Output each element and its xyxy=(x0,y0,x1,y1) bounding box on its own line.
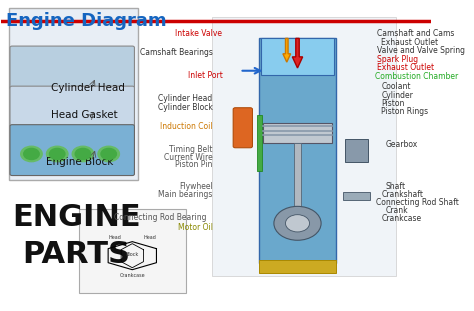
FancyBboxPatch shape xyxy=(10,46,135,89)
Bar xyxy=(257,115,262,171)
Text: Exhaust Outlet: Exhaust Outlet xyxy=(377,63,434,72)
Text: Connecting Rod Shaft: Connecting Rod Shaft xyxy=(375,198,458,207)
Text: Crankcase: Crankcase xyxy=(381,214,421,223)
Text: Shaft: Shaft xyxy=(385,182,406,191)
Circle shape xyxy=(274,207,321,240)
Text: Valve and Valve Spring: Valve and Valve Spring xyxy=(377,46,465,55)
Text: Camshaft Bearings: Camshaft Bearings xyxy=(140,48,212,57)
Text: Intake Valve: Intake Valve xyxy=(175,29,222,38)
Text: Cylinder Block: Cylinder Block xyxy=(158,103,212,112)
FancyBboxPatch shape xyxy=(10,86,135,126)
FancyBboxPatch shape xyxy=(10,125,135,175)
Circle shape xyxy=(285,215,310,232)
FancyBboxPatch shape xyxy=(212,17,396,276)
Bar xyxy=(294,143,301,217)
Text: Head: Head xyxy=(109,235,121,240)
Text: Flywheel: Flywheel xyxy=(179,182,212,191)
Bar xyxy=(343,193,371,200)
Bar xyxy=(261,38,334,75)
Circle shape xyxy=(21,146,42,162)
FancyArrow shape xyxy=(292,38,303,68)
Text: Timing Belt: Timing Belt xyxy=(169,145,212,154)
Circle shape xyxy=(72,146,94,162)
Text: Combustion Chamber: Combustion Chamber xyxy=(375,72,458,81)
Text: Inlet Port: Inlet Port xyxy=(188,71,222,80)
Circle shape xyxy=(75,148,91,160)
Text: Spark Plug: Spark Plug xyxy=(377,55,418,64)
Bar xyxy=(259,260,336,273)
Circle shape xyxy=(46,146,68,162)
FancyBboxPatch shape xyxy=(233,108,253,148)
Text: Block: Block xyxy=(126,252,139,257)
Text: ENGINE: ENGINE xyxy=(12,203,141,232)
Text: Induction Coil: Induction Coil xyxy=(160,122,212,131)
Text: Piston Pin: Piston Pin xyxy=(175,160,212,169)
FancyArrow shape xyxy=(283,38,291,62)
Text: Engine Block: Engine Block xyxy=(46,157,114,167)
Text: Main bearings: Main bearings xyxy=(158,189,212,198)
Bar xyxy=(263,123,332,143)
Bar xyxy=(259,38,336,263)
Text: Connecting Rod Bearing: Connecting Rod Bearing xyxy=(114,213,207,222)
Text: Cylinder: Cylinder xyxy=(381,91,413,100)
Text: Piston: Piston xyxy=(381,99,404,108)
Text: Motor Oil: Motor Oil xyxy=(178,223,212,232)
Text: Exhaust Outlet: Exhaust Outlet xyxy=(381,39,438,48)
Text: Crankshaft: Crankshaft xyxy=(381,189,423,198)
Text: Coolant: Coolant xyxy=(381,82,410,91)
Text: Crankcase: Crankcase xyxy=(119,273,145,278)
Circle shape xyxy=(101,148,117,160)
Text: Head Gasket: Head Gasket xyxy=(51,110,118,120)
FancyBboxPatch shape xyxy=(79,209,186,293)
Text: Engine Diagram: Engine Diagram xyxy=(6,12,166,30)
Text: Current Wire: Current Wire xyxy=(164,152,212,161)
Text: Piston Rings: Piston Rings xyxy=(381,107,428,116)
Text: Gearbox: Gearbox xyxy=(385,140,418,149)
Text: Cylinder Head: Cylinder Head xyxy=(51,83,125,93)
Text: Camshaft and Cams: Camshaft and Cams xyxy=(377,29,454,38)
Text: Crank: Crank xyxy=(385,206,408,215)
Circle shape xyxy=(24,148,39,160)
Circle shape xyxy=(98,146,119,162)
Text: Cylinder Head: Cylinder Head xyxy=(158,94,212,103)
Circle shape xyxy=(49,148,65,160)
FancyBboxPatch shape xyxy=(9,7,138,180)
Text: PARTS: PARTS xyxy=(22,240,130,269)
Text: Head: Head xyxy=(143,235,156,240)
Bar xyxy=(345,138,368,162)
